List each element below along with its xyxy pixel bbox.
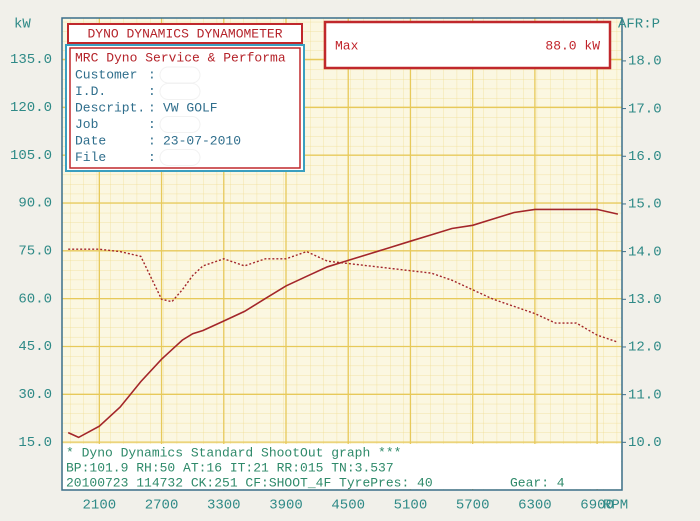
- field-separator: :: [148, 133, 156, 148]
- header-box: [67, 23, 303, 44]
- field-value: 23-07-2010: [163, 133, 241, 148]
- y2-tick-label: 12.0: [628, 340, 662, 356]
- company: MRC Dyno Service & Performa: [75, 50, 286, 65]
- footer-line: 20100723 114732 CK:251 CF:SHOOT_4F TyreP…: [66, 475, 433, 490]
- field-separator: :: [148, 67, 156, 82]
- field-value: VW GOLF: [163, 100, 218, 115]
- x-tick-label: 2700: [145, 498, 179, 514]
- y-tick-label: 15.0: [18, 435, 52, 451]
- y-tick-label: 135.0: [10, 52, 52, 68]
- field-label: I.D.: [75, 84, 106, 99]
- y2-tick-label: 11.0: [628, 387, 662, 403]
- y2-tick-label: 14.0: [628, 244, 662, 260]
- gear: Gear: 4: [510, 475, 565, 490]
- redacted: [159, 149, 201, 166]
- header: DYNO DYNAMICS DYNAMOMETER: [87, 26, 282, 41]
- y2-tick-label: 17.0: [628, 101, 662, 117]
- field-separator: :: [148, 150, 156, 165]
- fields: Customer:I.D.:Descript.: VW GOLFJob:Date:…: [75, 66, 241, 166]
- footer-line: * Dyno Dynamics Standard ShootOut graph …: [66, 445, 401, 460]
- field-label: File: [75, 150, 106, 165]
- x-tick-label: 3900: [269, 498, 303, 514]
- x-tick-label: 4500: [331, 498, 365, 514]
- y2-axis-label: AFR:P: [618, 17, 660, 33]
- line-layer: [67, 208, 619, 439]
- max-box: [323, 20, 612, 70]
- afr-line: [68, 248, 619, 343]
- plot-border: [61, 17, 623, 491]
- redacted: [159, 83, 201, 100]
- x-tick-label: 5100: [394, 498, 428, 514]
- x-tick-label: 2100: [83, 498, 117, 514]
- y2-tick-label: 13.0: [628, 292, 662, 308]
- x-tick-label: 6300: [518, 498, 552, 514]
- y2-tick-label: 10.0: [628, 435, 662, 451]
- y-axis-label: kW: [14, 17, 31, 33]
- y-tick-label: 90.0: [18, 196, 52, 212]
- footer-line: BP:101.9 RH:50 AT:16 IT:21 RR:015 TN:3.5…: [66, 460, 394, 475]
- y-tick-label: 30.0: [18, 387, 52, 403]
- power-line: [67, 208, 619, 439]
- y2-tick-label: 15.0: [628, 197, 662, 213]
- x-tick-label: 3300: [207, 498, 241, 514]
- x-axis-label: RPM: [603, 498, 628, 514]
- footer-box: [63, 444, 621, 489]
- y-tick-label: 75.0: [18, 244, 52, 260]
- field-separator: :: [148, 117, 156, 132]
- y-tick-label: 60.0: [18, 291, 52, 307]
- redacted: [159, 116, 201, 133]
- x-tick-label: 5700: [456, 498, 490, 514]
- field-label: Job: [75, 117, 98, 132]
- field-separator: :: [148, 84, 156, 99]
- y2-tick-label: 16.0: [628, 149, 662, 165]
- max-value: 88.0 kW: [545, 38, 600, 53]
- max-label: Max: [335, 38, 359, 53]
- field-label: Descript.: [75, 100, 145, 115]
- field-label: Date: [75, 133, 106, 148]
- field-label: Customer: [75, 67, 137, 82]
- y-tick-label: 45.0: [18, 339, 52, 355]
- redacted: [159, 66, 201, 84]
- field-separator: :: [148, 100, 156, 115]
- info-frame: [69, 47, 301, 169]
- y2-tick-label: 18.0: [628, 54, 662, 70]
- x-tick-label: 6900: [580, 498, 614, 514]
- y-tick-label: 120.0: [10, 100, 52, 116]
- y-tick-label: 105.0: [10, 148, 52, 164]
